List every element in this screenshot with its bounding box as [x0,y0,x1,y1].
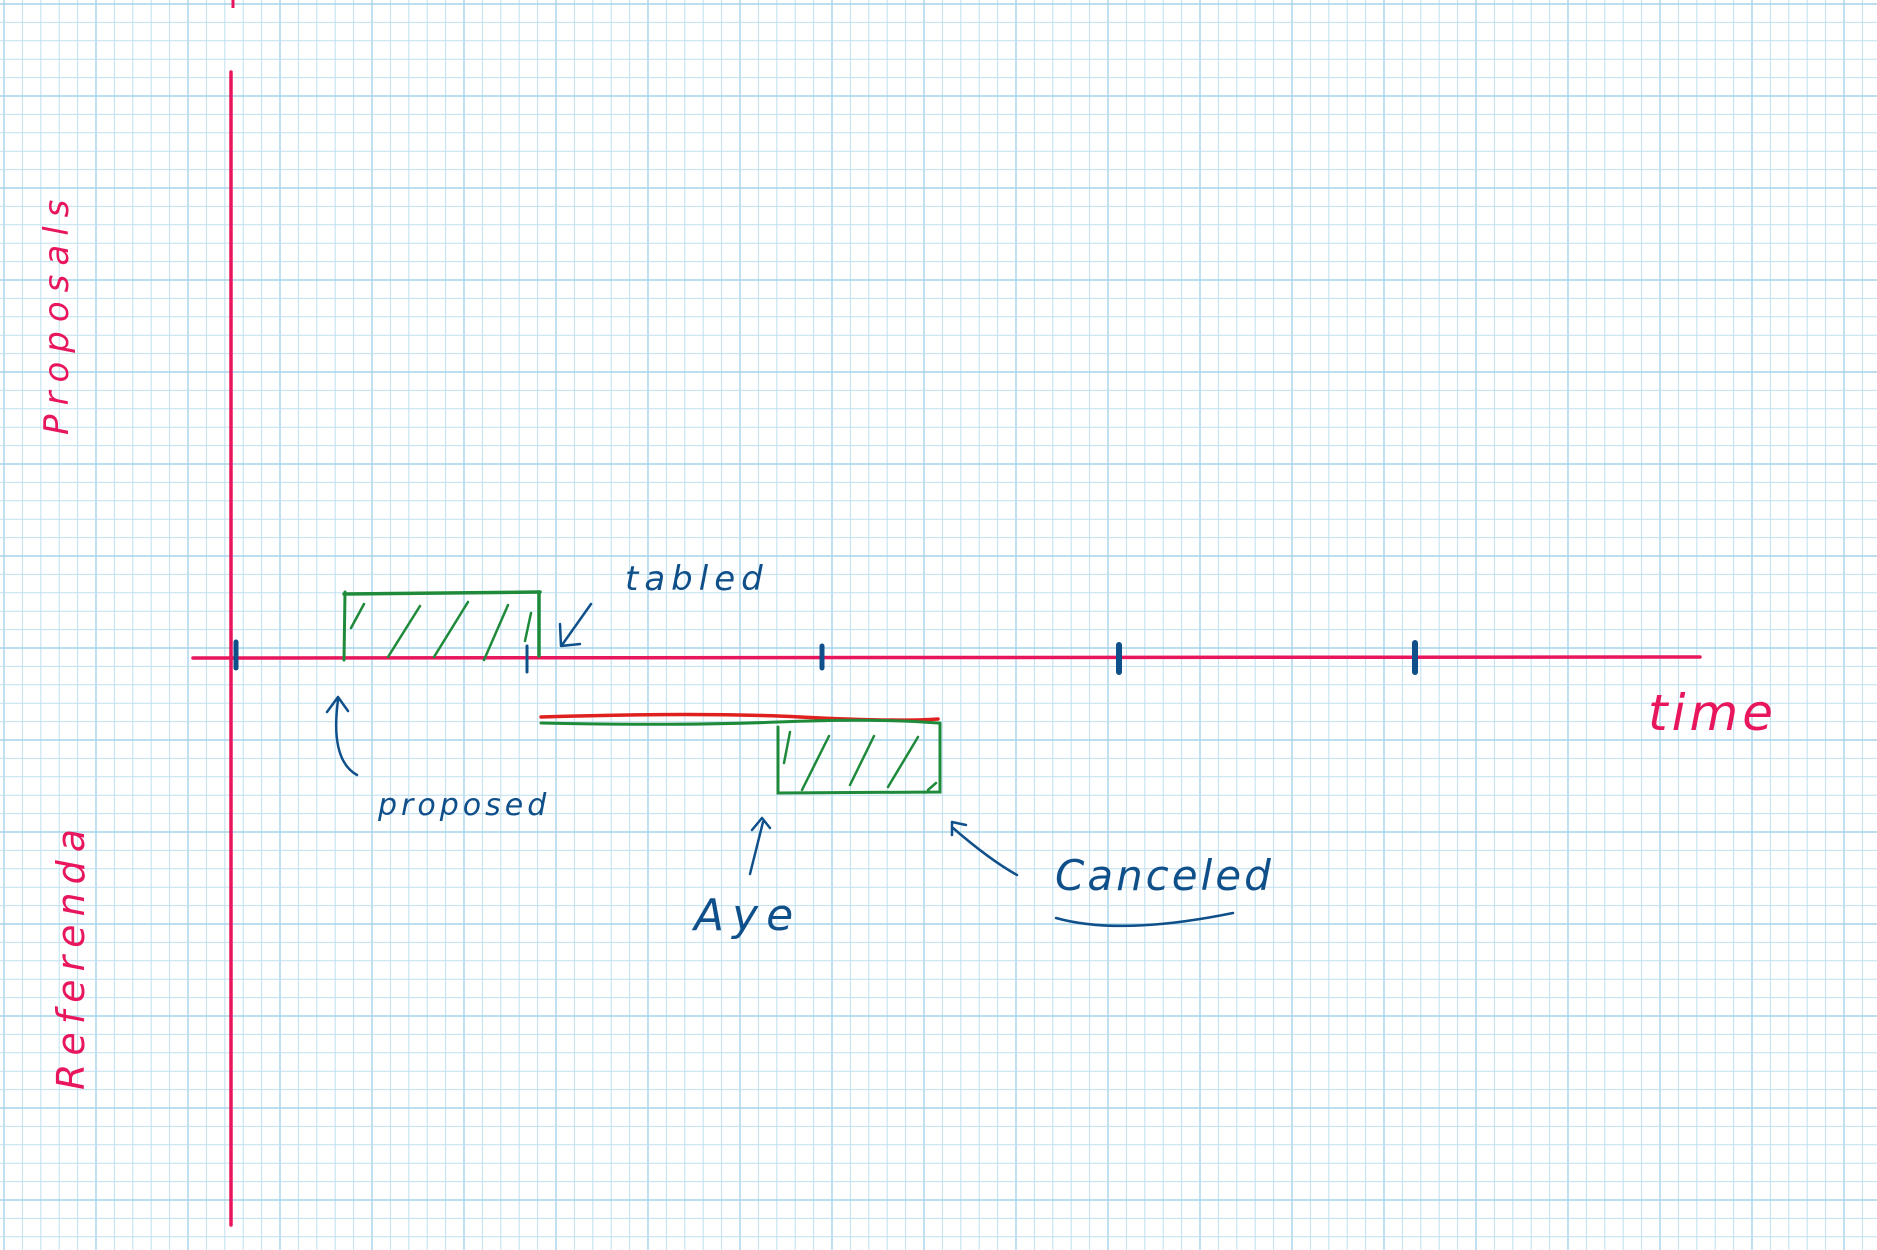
label-aye: Aye [691,890,801,941]
label-canceled: Canceled [1055,851,1274,900]
y-axis-label-referenda: Referenda [49,821,93,1090]
proposed-arrow-icon [325,695,359,777]
x-axis [191,655,1702,660]
axes [191,0,1702,1227]
x-axis-label-time: time [1648,684,1777,742]
referendum-green-line [539,718,940,726]
proposal-box [342,590,542,662]
label-tabled: tabled [625,559,769,599]
aye-arrow-icon [748,816,772,876]
label-proposed: proposed [377,788,550,823]
canceled-underline [1054,911,1235,928]
annotation-arrows [325,602,1235,928]
time-ticks [233,639,1418,675]
canceled-arrow-icon [950,820,1019,877]
tabled-arrow-icon [558,602,593,648]
referendum-box [539,712,942,795]
y-axis-label-proposals: Proposals [37,191,77,435]
